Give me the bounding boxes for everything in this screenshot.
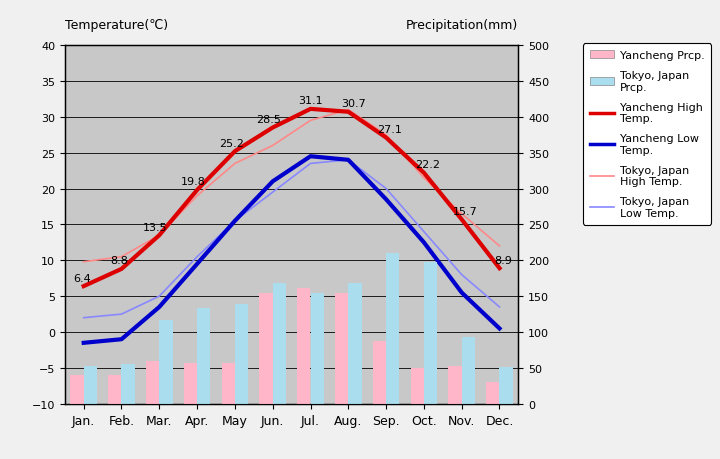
Bar bbox=[348, 284, 361, 404]
Bar bbox=[462, 337, 475, 404]
Bar bbox=[159, 320, 173, 404]
Text: 15.7: 15.7 bbox=[453, 207, 478, 216]
Text: 30.7: 30.7 bbox=[341, 99, 366, 109]
Bar bbox=[235, 304, 248, 404]
Text: 8.8: 8.8 bbox=[111, 256, 129, 266]
Bar bbox=[259, 293, 273, 404]
Text: 22.2: 22.2 bbox=[415, 160, 440, 170]
Text: 19.8: 19.8 bbox=[181, 177, 206, 187]
Bar bbox=[122, 364, 135, 404]
Legend: Yancheng Prcp., Tokyo, Japan
Prcp., Yancheng High
Temp., Yancheng Low
Temp., Tok: Yancheng Prcp., Tokyo, Japan Prcp., Yanc… bbox=[583, 44, 711, 225]
Text: 27.1: 27.1 bbox=[377, 125, 402, 134]
Bar bbox=[84, 367, 97, 404]
Bar bbox=[197, 308, 210, 404]
Bar bbox=[297, 288, 310, 404]
Text: 6.4: 6.4 bbox=[73, 273, 91, 283]
Bar bbox=[373, 341, 386, 404]
Bar bbox=[386, 253, 400, 404]
Bar bbox=[424, 263, 437, 404]
Text: 25.2: 25.2 bbox=[219, 138, 243, 148]
Bar bbox=[146, 361, 159, 404]
Bar bbox=[500, 367, 513, 404]
Text: 31.1: 31.1 bbox=[298, 96, 323, 106]
Text: Precipitation(mm): Precipitation(mm) bbox=[406, 19, 518, 32]
Bar bbox=[410, 368, 424, 404]
Text: 28.5: 28.5 bbox=[256, 115, 282, 125]
Bar bbox=[449, 367, 462, 404]
Bar bbox=[310, 294, 324, 404]
Bar bbox=[222, 363, 235, 404]
Text: 13.5: 13.5 bbox=[143, 222, 168, 232]
Text: 8.9: 8.9 bbox=[495, 255, 512, 265]
Bar bbox=[335, 293, 348, 404]
Bar bbox=[486, 382, 500, 404]
Bar bbox=[71, 375, 84, 404]
Bar bbox=[273, 284, 286, 404]
Bar bbox=[108, 375, 122, 404]
Bar bbox=[184, 363, 197, 404]
Text: Temperature(℃): Temperature(℃) bbox=[65, 19, 168, 32]
